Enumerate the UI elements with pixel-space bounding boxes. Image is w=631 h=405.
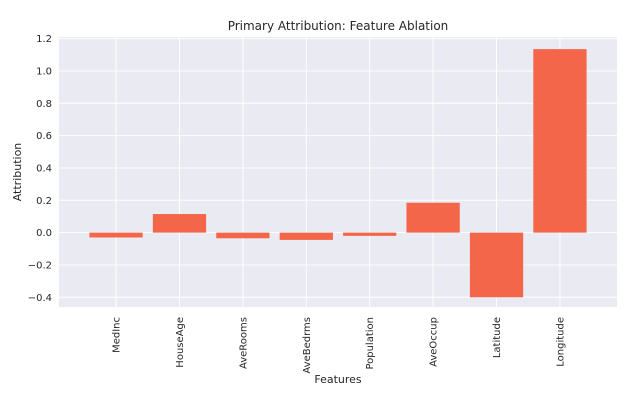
bar-latitude [469,232,524,298]
y-tick-labels: −0.4 −0.2 0.0 0.2 0.4 0.6 0.8 1.0 1.2 [28,34,52,304]
x-tick-label: AveOccup [429,317,440,367]
y-tick-label: 0.2 [36,196,52,207]
x-tick-label: Longitude [555,317,566,367]
bar-houseage [152,214,207,233]
x-tick-label: AveRooms [238,317,249,369]
x-tick-label: HouseAge [175,317,186,368]
x-tick-label: Latitude [492,317,503,358]
plot-area-background [59,37,617,307]
x-tick-label: Population [365,317,376,370]
chart-title: Primary Attribution: Feature Ablation [228,19,449,33]
grid-lines [59,37,617,307]
y-tick-label: −0.2 [28,260,52,271]
bar-population [343,232,397,236]
y-tick-label: 1.2 [36,34,52,45]
y-axis-label: Attribution [11,143,24,202]
y-tick-label: 0.6 [36,131,52,142]
bar-medinc [89,232,143,238]
x-tick-label: MedInc [112,317,123,353]
y-tick-label: −0.4 [28,293,52,304]
x-axis-label: Features [314,373,362,386]
bar-averooms [216,232,270,239]
y-tick-label: 0.8 [36,99,52,110]
x-tick-label: AveBedrms [302,317,313,374]
bars [89,49,587,298]
bar-longitude [533,49,587,233]
y-tick-label: 1.0 [36,66,52,77]
bar-aveoccup [406,202,460,233]
x-tick-labels: MedInc HouseAge AveRooms AveBedrms Populatio… [112,317,567,374]
bar-avebedrms [279,232,333,240]
y-tick-label: 0.0 [36,228,52,239]
y-tick-label: 0.4 [36,163,52,174]
